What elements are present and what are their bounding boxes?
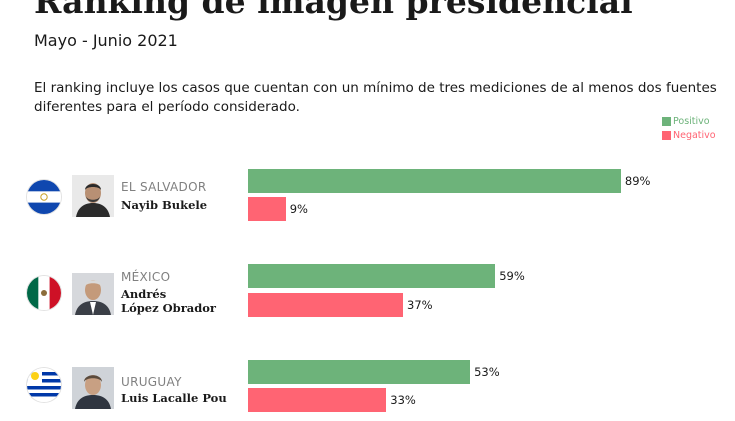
ranking-row-el-salvador: EL SALVADOR Nayib Bukele 89% 9% <box>0 168 735 230</box>
ranking-row-mexico: MÉXICO Andrés López Obrador 59% 37% <box>0 263 735 325</box>
bar-negative <box>248 388 387 412</box>
chart-note: El ranking incluye los casos que cuentan… <box>34 80 717 115</box>
legend-swatch-positive <box>662 116 671 126</box>
bar-positive <box>248 264 496 288</box>
legend-label-positive: Positivo <box>673 115 710 127</box>
bar-label-negative: 9% <box>289 202 308 216</box>
bar-negative <box>248 197 286 221</box>
president-name-line: López Obrador <box>121 301 216 315</box>
bar-label-negative: 37% <box>407 298 433 312</box>
legend-swatch-negative <box>662 130 671 140</box>
luis-lacalle-pou-photo <box>72 367 114 409</box>
legend-item-negative: Negativo <box>662 128 716 142</box>
president-name: Andrés López Obrador <box>121 287 216 315</box>
el-salvador-flag-icon <box>27 180 61 214</box>
legend: Positivo Negativo <box>662 114 716 142</box>
chart-title: Ranking de imagen presidencial <box>34 0 633 21</box>
bar-positive <box>248 169 621 193</box>
nayib-bukele-photo <box>72 175 114 217</box>
bar-label-positive: 53% <box>474 365 500 379</box>
legend-label-negative: Negativo <box>673 129 716 141</box>
president-name: Luis Lacalle Pou <box>121 391 227 405</box>
country-label: URUGUAY <box>121 375 182 389</box>
andres-lopez-obrador-photo <box>72 273 114 315</box>
president-name: Nayib Bukele <box>121 198 207 212</box>
bar-label-positive: 59% <box>499 269 525 283</box>
bar-label-positive: 89% <box>624 174 651 188</box>
president-name-line: Andrés <box>121 287 167 301</box>
president-name-line: Nayib Bukele <box>121 198 208 212</box>
mexico-flag-icon <box>27 276 61 310</box>
country-label: MÉXICO <box>121 270 171 284</box>
bar-label-negative: 33% <box>390 393 416 407</box>
bar-positive <box>248 360 471 384</box>
chart-subtitle: Mayo - Junio 2021 <box>34 31 178 50</box>
ranking-row-uruguay: URUGUAY Luis Lacalle Pou 53% 33% <box>0 359 735 421</box>
president-name-line: Luis Lacalle Pou <box>121 391 227 405</box>
legend-item-positive: Positivo <box>662 114 716 128</box>
bar-negative <box>248 293 404 317</box>
uruguay-flag-icon <box>27 368 61 402</box>
country-label: EL SALVADOR <box>121 180 207 194</box>
